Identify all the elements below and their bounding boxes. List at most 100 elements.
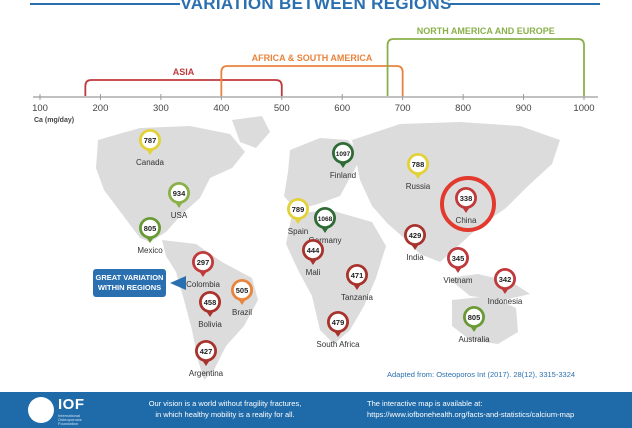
source-citation: Adapted from: Osteoporos Int (2017). 28(… (387, 370, 576, 379)
vision-statement: Our vision is a world without fragility … (130, 398, 320, 420)
axis-tick-label: 1000 (573, 103, 594, 114)
marker-country-label: Bolivia (198, 320, 222, 329)
axis-tick-label: 500 (274, 103, 290, 114)
region-label: AFRICA & SOUTH AMERICA (252, 53, 373, 63)
marker-country-label: USA (171, 211, 188, 220)
pin-face (141, 219, 159, 237)
pin-face (465, 308, 483, 326)
pin-face (304, 241, 322, 259)
country-marker[interactable]: 479 South Africa (316, 311, 360, 349)
marker-country-label: Tanzania (341, 293, 374, 302)
country-marker[interactable]: 805 Mexico (137, 217, 163, 255)
marker-country-label: Finland (330, 171, 356, 180)
pin-face (197, 342, 215, 360)
country-marker[interactable]: 805 Australia (458, 306, 490, 344)
country-marker[interactable]: 934 USA (168, 182, 190, 220)
marker-value: 789 (292, 205, 305, 214)
callout-arrow-icon (170, 276, 186, 290)
country-marker[interactable]: 458 Bolivia (198, 291, 222, 329)
marker-value: 458 (204, 298, 217, 307)
marker-value: 444 (307, 246, 320, 255)
country-marker[interactable]: 1097 Finland (330, 142, 356, 180)
marker-value: 427 (200, 347, 213, 356)
axis-tick-label: 300 (153, 103, 169, 114)
pin-face (170, 184, 188, 202)
marker-country-label: Mali (306, 268, 321, 277)
pin-face (496, 270, 514, 288)
country-marker[interactable]: 342 Indonesia (488, 268, 523, 306)
map-link-text: The interactive map is available at: htt… (367, 398, 627, 420)
callout-line-2: WITHIN REGIONS (97, 283, 162, 292)
axis-tick-label: 100 (32, 103, 48, 114)
region-bracket (220, 65, 404, 96)
marker-value: 429 (409, 231, 422, 240)
marker-country-label: Mexico (137, 246, 163, 255)
marker-country-label: Argentina (189, 369, 224, 378)
axis-tick-label: 600 (334, 103, 350, 114)
vision-line-2: in which healthy mobility is a reality f… (155, 410, 295, 419)
marker-value: 471 (351, 271, 364, 280)
title-rule-left (30, 3, 180, 5)
pin-face (289, 200, 307, 218)
landmass-indonesia (448, 274, 530, 300)
pin-face (334, 144, 352, 162)
pin-face (233, 281, 251, 299)
region-label: ASIA (173, 67, 195, 77)
pin-face (316, 209, 334, 227)
country-marker[interactable]: 427 Argentina (189, 340, 224, 378)
country-marker[interactable]: 788 Russia (406, 153, 431, 191)
iof-logo-text: IOF (58, 396, 85, 413)
marker-country-label: Indonesia (488, 297, 523, 306)
axis-tick-label: 700 (395, 103, 411, 114)
pin-face (409, 155, 427, 173)
country-marker[interactable]: 429 India (404, 224, 426, 262)
marker-value: 479 (332, 318, 345, 327)
map-line-1: The interactive map is available at: (367, 399, 483, 408)
landmass-north-america (96, 126, 245, 242)
country-marker[interactable]: 444 Mali (302, 239, 324, 277)
pin-face (457, 189, 475, 207)
country-marker[interactable]: 471 Tanzania (341, 264, 374, 302)
marker-value: 345 (452, 254, 465, 263)
vision-line-1: Our vision is a world without fragility … (148, 399, 302, 408)
country-marker[interactable]: 1068 Germany (309, 207, 342, 245)
country-marker[interactable]: 297 Colombia (186, 251, 220, 289)
country-marker[interactable]: 338 China (455, 187, 477, 225)
pin-face (141, 131, 159, 149)
country-marker[interactable]: 505 Brazil (231, 279, 253, 317)
china-highlight-ring (440, 176, 496, 232)
country-marker[interactable]: 789 Spain (287, 198, 309, 236)
axis-unit-label: Ca (mg/day) (34, 117, 74, 124)
axis-tick-label: 900 (516, 103, 532, 114)
iof-logo-subtitle: International Osteoporosis Foundation (58, 413, 82, 426)
pin-face (194, 253, 212, 271)
pin-face (201, 293, 219, 311)
marker-country-label: Australia (458, 335, 490, 344)
marker-value: 505 (236, 286, 249, 295)
callout-line-1: GREAT VARIATION (95, 273, 164, 282)
marker-country-label: South Africa (316, 340, 360, 349)
landmass-asia (352, 122, 560, 262)
intake-axis: 100 200 300 400 500 600 700 800 900 1000 Ca (mg/da… (32, 94, 598, 124)
marker-value: 788 (412, 160, 425, 169)
marker-value: 787 (144, 136, 157, 145)
marker-value: 342 (499, 275, 512, 284)
region-brackets: ASIA AFRICA & SOUTH AMERICA NORTH AMERICA … (84, 26, 585, 96)
marker-value: 934 (173, 189, 186, 198)
country-marker[interactable]: 787 Canada (136, 129, 165, 167)
country-marker[interactable]: 345 Vietnam (443, 247, 473, 285)
marker-country-label: Brazil (232, 308, 252, 317)
axis-tick-label: 200 (93, 103, 109, 114)
pin-face (406, 226, 424, 244)
marker-country-label: Vietnam (443, 276, 473, 285)
marker-country-label: Spain (288, 227, 308, 236)
region-bracket (84, 79, 283, 96)
pin-face (329, 313, 347, 331)
great-variation-callout: GREAT VARIATION WITHIN REGIONS (93, 269, 166, 297)
region-label: NORTH AMERICA AND EUROPE (417, 26, 555, 36)
map-line-2[interactable]: https://www.iofbonehealth.org/facts-and-… (367, 410, 575, 419)
iof-logo-icon (28, 397, 54, 423)
marker-value: 338 (460, 194, 473, 203)
title-rule-right (450, 3, 600, 5)
